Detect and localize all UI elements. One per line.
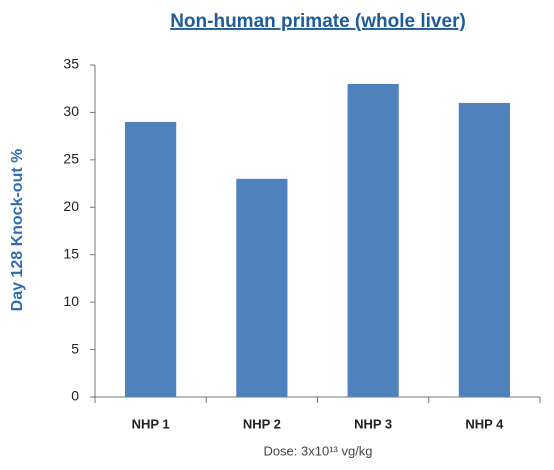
y-axis-label: Day 128 Knock-out % <box>9 149 26 312</box>
y-tick-label: 0 <box>71 388 79 404</box>
bar <box>236 178 288 397</box>
bar <box>347 83 399 397</box>
y-tick-label: 35 <box>63 56 79 72</box>
y-tick-label: 30 <box>63 103 79 119</box>
x-tick-label: NHP 2 <box>243 416 281 431</box>
x-tick-label: NHP 4 <box>465 416 504 431</box>
bar <box>125 121 177 398</box>
y-tick-label: 25 <box>63 151 79 167</box>
y-tick-label: 15 <box>63 245 79 261</box>
bar <box>458 102 510 397</box>
y-tick-label: 20 <box>63 198 79 214</box>
y-tick-label: 5 <box>71 340 79 356</box>
x-axis-label: Dose: 3x10¹³ vg/kg <box>263 443 372 458</box>
chart-title: Non-human primate (whole liver) <box>170 11 466 32</box>
x-tick-label: NHP 1 <box>132 416 170 431</box>
y-tick-label: 10 <box>63 293 79 309</box>
x-tick-label: NHP 3 <box>354 416 392 431</box>
